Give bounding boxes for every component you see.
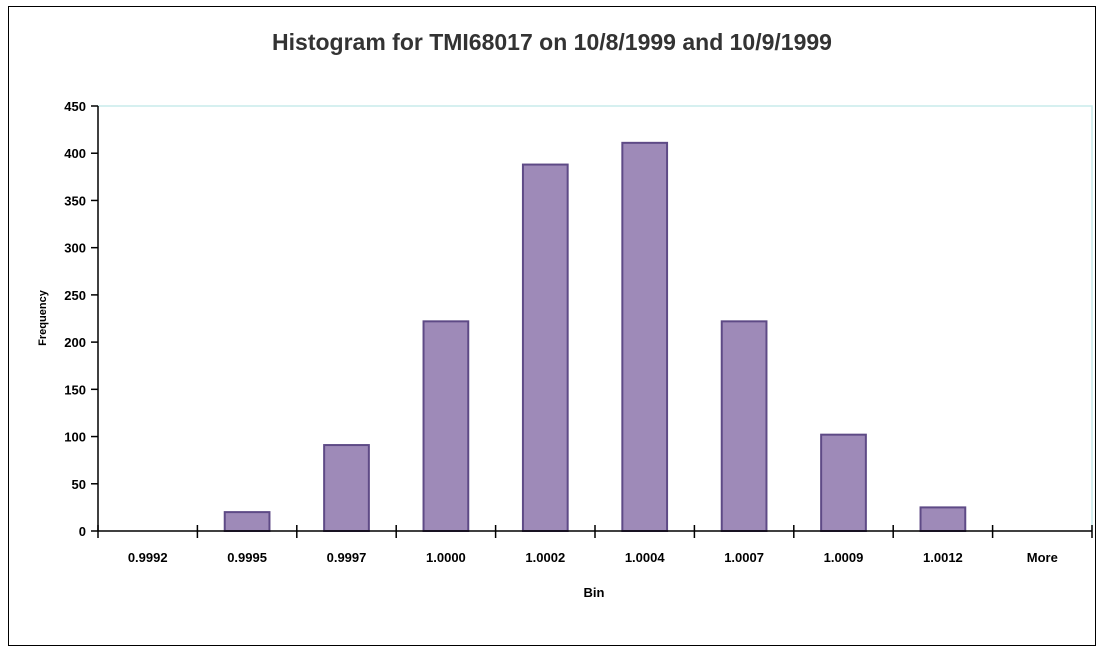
bar-1.0000: [422, 320, 470, 533]
x-tick-label: 1.0009: [824, 550, 864, 565]
x-axis: 0.9992 0.9995 0.9997 1.0000 1.0002 1.0004 1.00…: [97, 525, 1093, 565]
x-tick-label: 1.0000: [426, 550, 466, 565]
y-axis: 0 50 100 150 200 250 300 350 400 450: [64, 99, 99, 539]
plot-area: [98, 105, 1093, 531]
x-tick-label: 0.9992: [128, 550, 168, 565]
y-tick-label: 100: [64, 430, 86, 445]
x-tick-label: 0.9997: [327, 550, 367, 565]
bar-0.9997: [323, 444, 370, 532]
y-tick-label: 50: [72, 477, 86, 492]
bar-0.9995: [223, 511, 271, 532]
histogram-chart: 0 50 100 150 200 250 300 350 400 450 0.9992 0.9995…: [37, 99, 1093, 600]
y-tick-label: 150: [64, 382, 86, 397]
x-tick-label: 1.0004: [625, 550, 666, 565]
y-axis-title: Frequency: [37, 289, 49, 346]
x-axis-title: Bin: [584, 585, 605, 600]
y-tick-label: 250: [64, 288, 86, 303]
x-tick-label: More: [1027, 550, 1058, 565]
x-tick-label: 0.9995: [227, 550, 267, 565]
y-tick-label: 350: [64, 193, 86, 208]
bar-1.0007: [720, 320, 768, 533]
bar-1.0004: [621, 141, 669, 532]
plot-border: [98, 105, 1093, 531]
chart-title: Histogram for TMI68017 on 10/8/1999 and …: [272, 29, 832, 55]
y-tick-label: 450: [64, 99, 86, 114]
bars-group: [223, 141, 967, 533]
bar-1.0009: [820, 433, 867, 532]
y-tick-label: 300: [64, 241, 86, 256]
y-tick-label: 0: [79, 524, 86, 539]
x-tick-label: 1.0007: [724, 550, 764, 565]
y-tick-label: 200: [64, 335, 86, 350]
y-tick-label: 400: [64, 146, 86, 161]
bar-1.0012: [919, 506, 967, 532]
x-tick-label: 1.0002: [525, 550, 565, 565]
x-tick-label: 1.0012: [923, 550, 963, 565]
bar-1.0002: [521, 163, 569, 533]
